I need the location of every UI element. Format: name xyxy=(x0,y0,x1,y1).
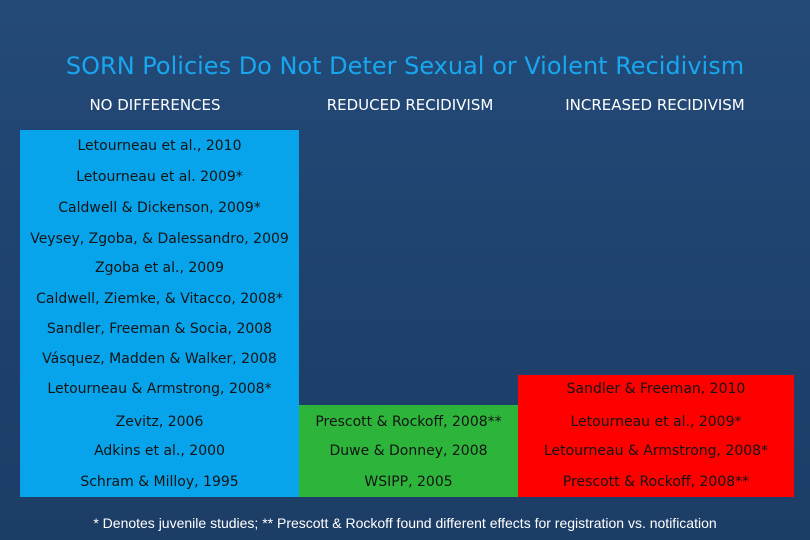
study-entry: Caldwell, Ziemke, & Vitacco, 2008* xyxy=(36,291,283,307)
study-entry: Letourneau et al., 2010 xyxy=(77,138,242,154)
study-entry: Schram & Milloy, 1995 xyxy=(80,474,239,490)
slide-title: SORN Policies Do Not Deter Sexual or Vio… xyxy=(65,52,745,80)
reduced-recidivism-block xyxy=(299,405,518,497)
study-entry: Vásquez, Madden & Walker, 2008 xyxy=(42,351,277,367)
footnote: * Denotes juvenile studies; ** Prescott … xyxy=(93,515,717,531)
study-entry: Sandler, Freeman & Socia, 2008 xyxy=(46,321,273,337)
no-differences-block xyxy=(20,130,299,497)
column-heading-no-differences: NO DIFFERENCES xyxy=(89,96,221,114)
column-heading-increased-recidivism: INCREASED RECIDIVISM xyxy=(565,96,745,114)
increased-recidivism-block xyxy=(518,375,794,497)
study-entry: Letourneau et al., 2009* xyxy=(570,414,742,430)
study-entry: Veysey, Zgoba, & Dalessandro, 2009 xyxy=(30,231,289,247)
study-entry: Letourneau et al. 2009* xyxy=(76,169,243,185)
study-entry: Prescott & Rockoff, 2008** xyxy=(562,474,750,490)
study-entry: Letourneau & Armstrong, 2008* xyxy=(47,381,272,397)
study-entry: Zevitz, 2006 xyxy=(115,414,204,430)
study-entry: Zgoba et al., 2009 xyxy=(95,260,224,276)
study-entry: Duwe & Donney, 2008 xyxy=(329,443,488,459)
study-entry: Sandler & Freeman, 2010 xyxy=(566,381,746,397)
study-entry: Letourneau & Armstrong, 2008* xyxy=(543,443,769,459)
column-heading-reduced-recidivism: REDUCED RECIDIVISM xyxy=(326,96,494,114)
study-entry: Caldwell & Dickenson, 2009* xyxy=(58,200,261,216)
study-entry: Adkins et al., 2000 xyxy=(94,443,225,459)
study-entry: WSIPP, 2005 xyxy=(364,474,453,490)
study-entry: Prescott & Rockoff, 2008** xyxy=(315,414,502,430)
